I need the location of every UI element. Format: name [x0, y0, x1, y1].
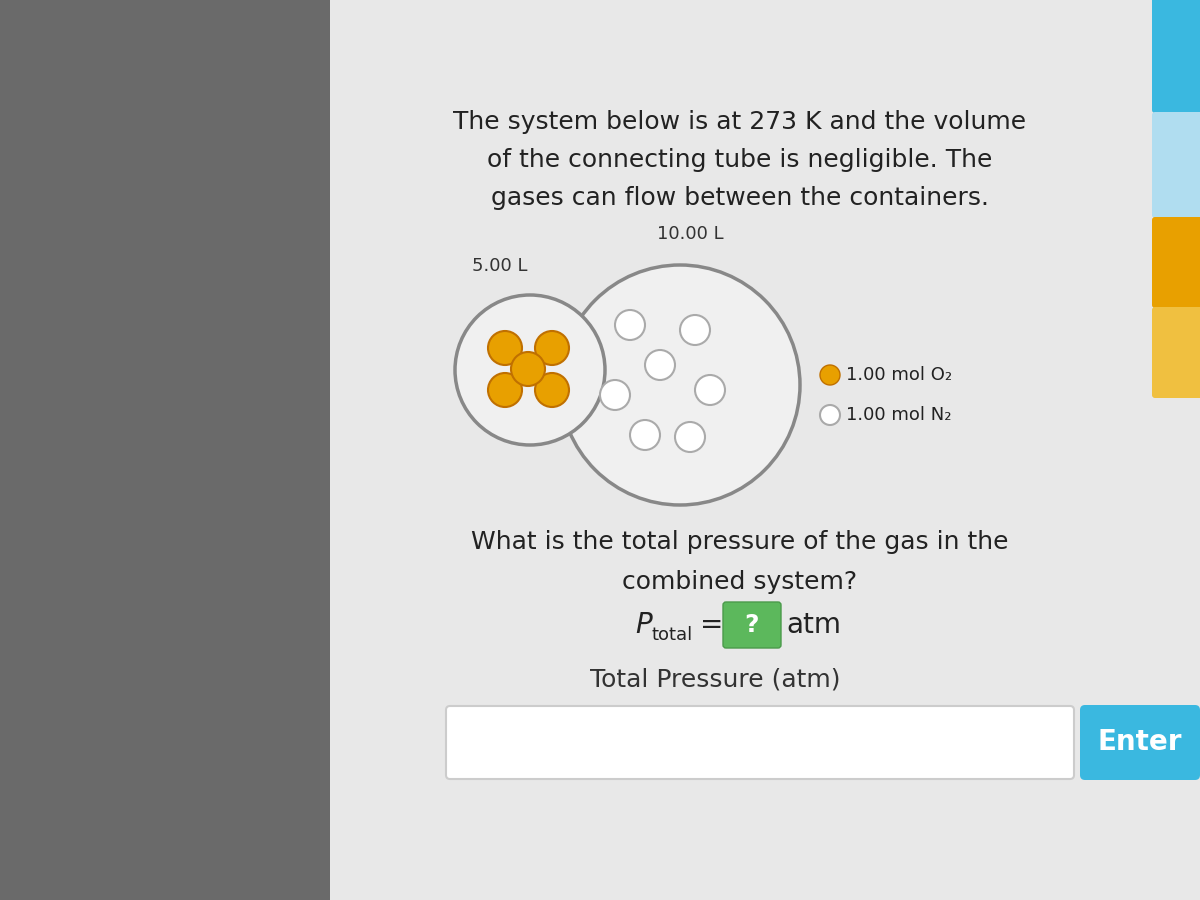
Text: combined system?: combined system?: [623, 570, 858, 594]
Circle shape: [695, 375, 725, 405]
Text: 5.00 L: 5.00 L: [473, 257, 528, 275]
Circle shape: [488, 373, 522, 407]
FancyBboxPatch shape: [446, 706, 1074, 779]
Circle shape: [600, 380, 630, 410]
Text: What is the total pressure of the gas in the: What is the total pressure of the gas in…: [472, 530, 1009, 554]
Text: The system below is at 273 K and the volume: The system below is at 273 K and the vol…: [454, 110, 1026, 134]
FancyBboxPatch shape: [1152, 0, 1200, 113]
Circle shape: [630, 420, 660, 450]
Circle shape: [616, 310, 646, 340]
Circle shape: [560, 265, 800, 505]
Text: =: =: [700, 611, 724, 639]
Text: ?: ?: [745, 613, 760, 637]
FancyBboxPatch shape: [330, 0, 1200, 900]
FancyBboxPatch shape: [1080, 705, 1200, 780]
Text: Total Pressure (atm): Total Pressure (atm): [590, 668, 840, 692]
Circle shape: [455, 295, 605, 445]
Circle shape: [680, 315, 710, 345]
Text: of the connecting tube is negligible. The: of the connecting tube is negligible. Th…: [487, 148, 992, 172]
Circle shape: [674, 422, 706, 452]
Text: Enter: Enter: [1098, 728, 1182, 756]
Circle shape: [511, 352, 545, 386]
FancyBboxPatch shape: [1152, 112, 1200, 218]
Text: 1.00 mol O₂: 1.00 mol O₂: [846, 366, 952, 384]
Text: atm: atm: [786, 611, 841, 639]
Circle shape: [646, 350, 674, 380]
Text: total: total: [652, 626, 694, 644]
Circle shape: [488, 331, 522, 365]
Text: 10.00 L: 10.00 L: [656, 225, 724, 243]
Circle shape: [820, 405, 840, 425]
FancyBboxPatch shape: [1152, 307, 1200, 398]
Circle shape: [820, 365, 840, 385]
Text: 1.00 mol N₂: 1.00 mol N₂: [846, 406, 952, 424]
Circle shape: [535, 373, 569, 407]
FancyBboxPatch shape: [1152, 217, 1200, 308]
Circle shape: [535, 331, 569, 365]
FancyBboxPatch shape: [722, 602, 781, 648]
Text: gases can flow between the containers.: gases can flow between the containers.: [491, 186, 989, 210]
Text: P: P: [635, 611, 652, 639]
